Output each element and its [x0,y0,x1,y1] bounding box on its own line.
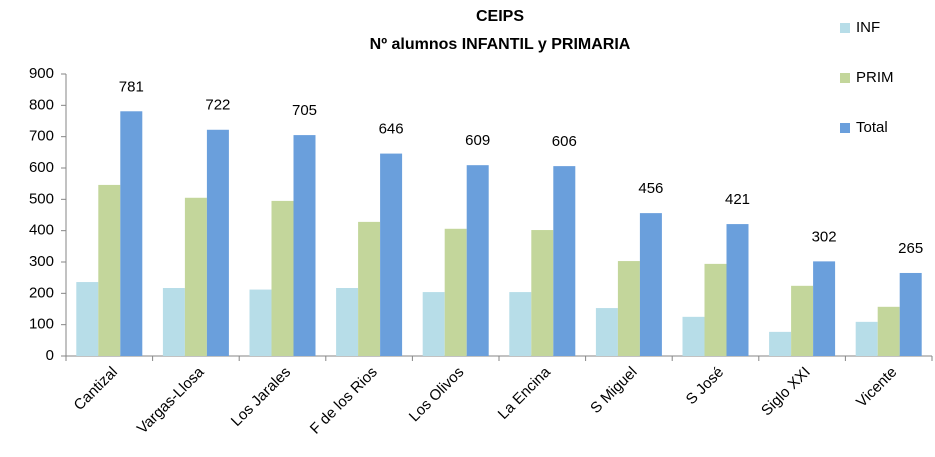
bar [380,153,403,356]
bar [466,165,489,356]
bar [336,288,359,356]
x-tick-label: S Miguel [587,364,640,417]
legend-swatch [840,123,850,133]
legend-label: Total [856,119,888,136]
data-label: 302 [812,228,837,245]
y-tick-label: 100 [29,316,54,333]
data-label: 609 [465,132,490,149]
legend-swatch [840,23,850,33]
x-tick-label: Vargas-Llosa [134,363,208,437]
bar [791,285,814,356]
data-label: 421 [725,191,750,208]
y-tick-label: 400 [29,222,54,239]
bar [249,289,272,356]
y-tick-label: 500 [29,190,54,207]
bar [813,261,836,356]
y-tick-label: 900 [29,65,54,82]
data-label: 456 [638,180,663,197]
chart-subtitle: Nº alumnos INFANTIL y PRIMARIA [370,36,631,53]
data-label: 781 [119,78,144,95]
y-tick-label: 800 [29,96,54,113]
bar [422,292,445,356]
y-tick-label: 0 [46,347,54,364]
bar [76,282,99,356]
y-tick-label: 200 [29,284,54,301]
bar [120,111,143,356]
y-tick-label: 600 [29,159,54,176]
x-tick-label: Vicente [853,364,900,411]
bar [162,288,185,356]
x-tick-label: Cantizal [71,364,121,414]
y-tick-label: 300 [29,253,54,270]
bar [444,228,467,356]
data-label: 265 [898,240,923,257]
x-tick-label: Siglo XXI [758,364,814,420]
bar [899,272,922,356]
data-label: 606 [552,133,577,150]
bar [509,292,532,356]
bar [682,316,705,356]
bar [595,308,618,356]
bar [293,135,316,356]
y-tick-label: 700 [29,128,54,145]
chart-title: CEIPS [476,8,524,25]
bar [531,230,554,356]
bar [769,331,792,356]
legend-swatch [840,73,850,83]
x-tick-label: F de los Rios [307,364,381,438]
x-tick-label: S José [683,364,727,408]
bar [877,306,900,356]
bar [855,321,878,356]
bar [358,221,381,356]
x-tick-label: Los Olivos [406,364,468,426]
bar [726,224,749,356]
data-label: 705 [292,102,317,119]
bar [206,129,229,356]
bar [639,213,662,356]
bar [184,197,207,356]
x-tick-label: La Encina [495,363,555,423]
bar [271,200,294,356]
legend-label: PRIM [856,69,894,86]
bar [553,166,576,356]
legend-label: INF [856,19,880,36]
bar [617,261,640,356]
x-tick-label: Los Jarales [228,364,294,430]
data-label: 722 [205,97,230,114]
data-label: 646 [379,121,404,138]
bar [98,184,121,356]
bar [704,263,727,356]
